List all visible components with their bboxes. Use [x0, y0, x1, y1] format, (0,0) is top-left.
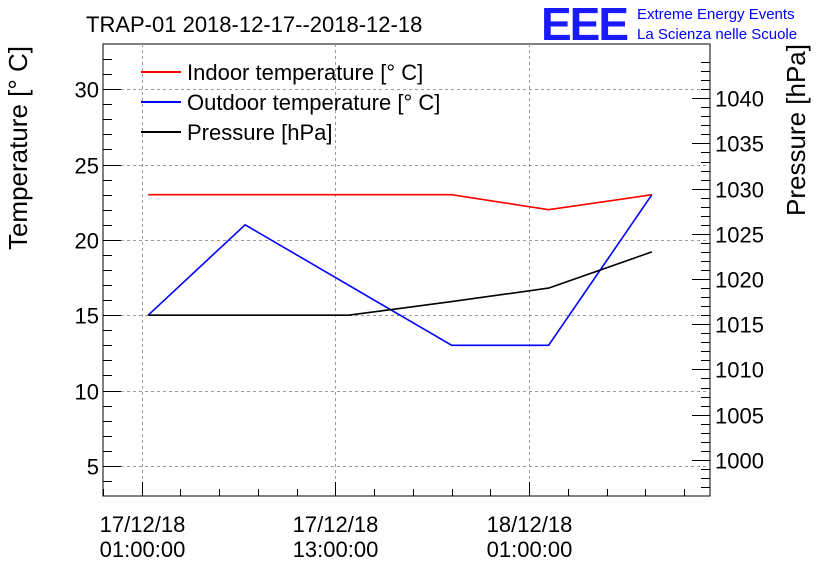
left-axis-label: Temperature [° C]: [3, 46, 33, 250]
legend-label-indoor: Indoor temperature [° C]: [187, 60, 423, 85]
right-y-tick-label: 1005: [715, 404, 764, 429]
x-tick-label: 17/12/18: [293, 512, 379, 537]
right-y-tick-label: 1010: [715, 358, 764, 383]
x-tick-label: 01:00:00: [487, 537, 573, 562]
x-tick-label: 01:00:00: [100, 537, 186, 562]
grid: [103, 44, 710, 496]
axes: 17/12/1801:00:0017/12/1813:00:0018/12/18…: [75, 59, 764, 562]
chart-title: TRAP-01 2018-12-17--2018-12-18: [86, 12, 422, 37]
series-line-0: [148, 193, 653, 211]
left-y-tick-label: 10: [75, 380, 99, 405]
left-y-tick-label: 25: [75, 154, 99, 179]
right-y-tick-label: 1035: [715, 132, 764, 157]
series: [147, 193, 653, 347]
right-y-tick-label: 1000: [715, 449, 764, 474]
x-tick-label: 17/12/18: [100, 512, 186, 537]
left-y-tick-label: 20: [75, 229, 99, 254]
legend-label-pressure: Pressure [hPa]: [187, 120, 333, 145]
x-tick-label: 18/12/18: [487, 512, 573, 537]
left-y-tick-label: 5: [87, 455, 99, 480]
legend: Indoor temperature [° C] Outdoor tempera…: [141, 60, 440, 145]
eee-logo: EEE Extreme Energy Events La Scienza nel…: [541, 0, 797, 50]
right-y-tick-label: 1030: [715, 178, 764, 203]
eee-logo-text: EEE: [541, 0, 627, 50]
left-y-tick-label: 30: [75, 78, 99, 103]
right-y-tick-label: 1025: [715, 223, 764, 248]
org-name-line2: La Scienza nelle Scuole: [637, 26, 797, 43]
right-y-tick-label: 1020: [715, 268, 764, 293]
series-line-2: [148, 251, 653, 317]
right-y-tick-label: 1015: [715, 313, 764, 338]
plot-area: [102, 43, 711, 497]
series-line-1: [147, 194, 653, 347]
org-name-line1: Extreme Energy Events: [637, 6, 795, 23]
left-y-tick-label: 15: [75, 304, 99, 329]
x-tick-label: 13:00:00: [293, 537, 379, 562]
right-axis-label: Pressure [hPa]: [781, 44, 811, 216]
legend-label-outdoor: Outdoor temperature [° C]: [187, 90, 440, 115]
right-y-tick-label: 1040: [715, 87, 764, 112]
